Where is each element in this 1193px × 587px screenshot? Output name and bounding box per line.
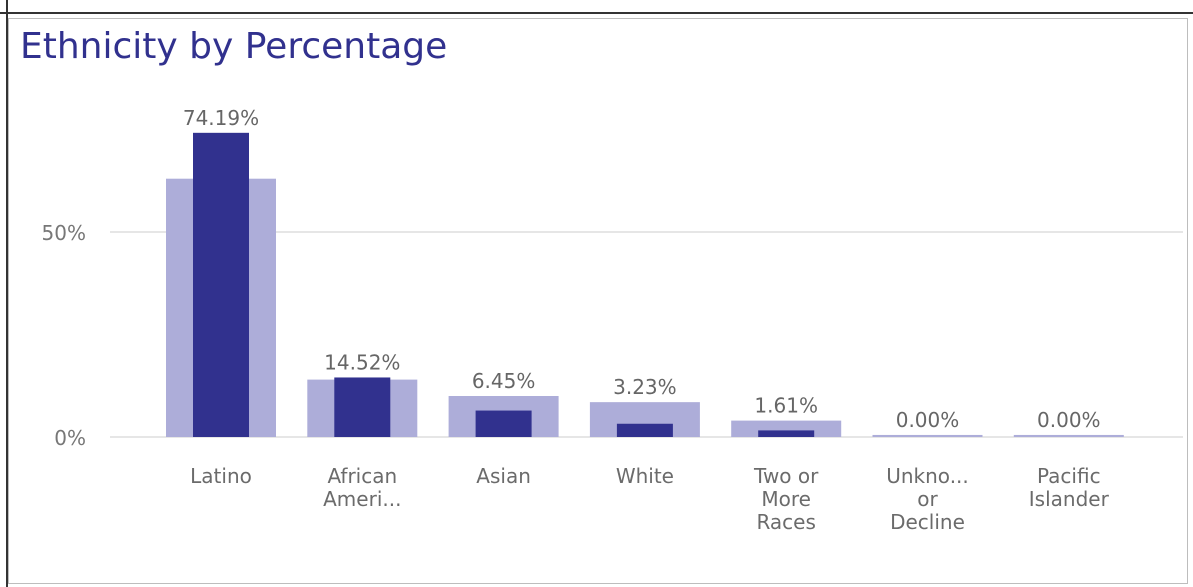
- category-label: Latino: [190, 464, 252, 488]
- left-border: [6, 0, 8, 587]
- category-label: or: [917, 487, 938, 511]
- category-label: Unkno...: [886, 464, 969, 488]
- y-tick-label: 0%: [54, 426, 86, 450]
- category-label: Islander: [1029, 487, 1110, 511]
- bar-value[interactable]: [334, 377, 391, 437]
- category-label: African: [327, 464, 397, 488]
- category-label: Races: [756, 510, 815, 534]
- bar-value[interactable]: [193, 132, 249, 438]
- data-label: 1.61%: [754, 394, 818, 418]
- data-label: 14.52%: [324, 350, 400, 374]
- bar-value[interactable]: [475, 410, 532, 437]
- category-label: Ameri...: [323, 487, 401, 511]
- bar-background[interactable]: [872, 434, 983, 437]
- data-label: 74.19%: [183, 106, 259, 130]
- category-label: White: [616, 464, 674, 488]
- bar-value[interactable]: [758, 430, 815, 437]
- category-label: Asian: [476, 464, 531, 488]
- y-tick-label: 50%: [42, 221, 86, 245]
- category-label: Two or: [753, 464, 819, 488]
- category-label: Decline: [890, 510, 965, 534]
- top-strip: [0, 0, 1193, 14]
- bar-value[interactable]: [616, 423, 673, 437]
- chart-title: Ethnicity by Percentage: [20, 26, 448, 67]
- data-label: 6.45%: [472, 369, 536, 393]
- category-label: More: [761, 487, 811, 511]
- data-label: 3.23%: [613, 375, 677, 399]
- bar-background[interactable]: [1013, 434, 1124, 437]
- data-label: 0.00%: [1037, 408, 1101, 432]
- data-label: 0.00%: [896, 408, 960, 432]
- category-label: Pacific: [1037, 464, 1101, 488]
